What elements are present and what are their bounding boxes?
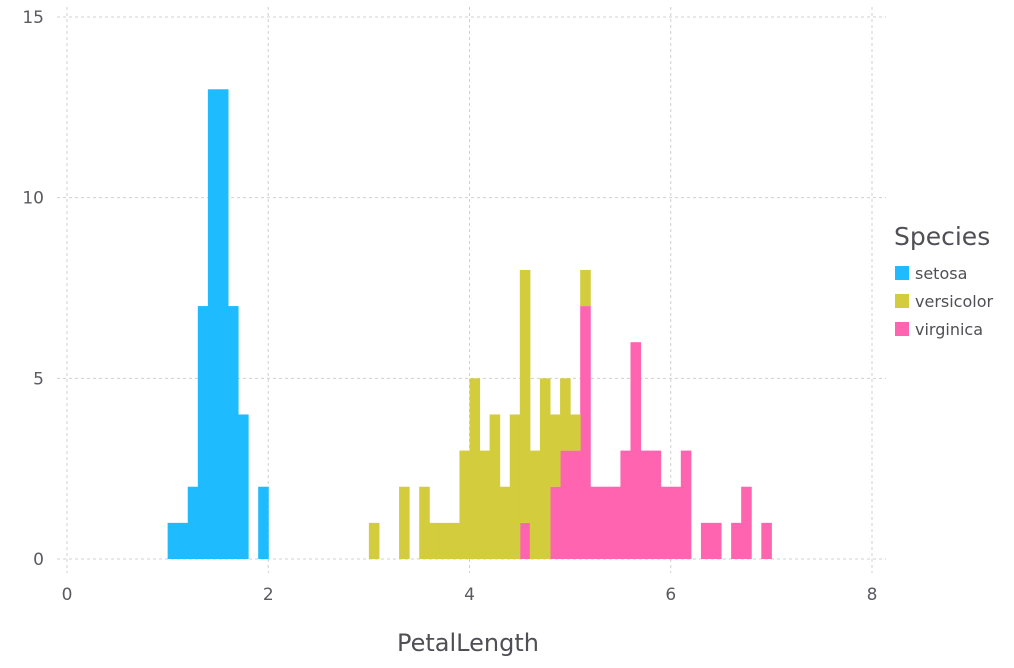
bar-versicolor <box>499 486 511 559</box>
bar-setosa <box>197 306 209 559</box>
legend-label-versicolor: versicolor <box>915 292 993 311</box>
bar-virginica <box>650 450 662 559</box>
bar-virginica <box>570 450 581 559</box>
bars <box>167 89 772 560</box>
y-tick-label: 5 <box>33 369 44 389</box>
legend-label-virginica: virginica <box>915 320 983 339</box>
bar-versicolor <box>449 522 460 559</box>
bar-virginica <box>660 486 672 559</box>
legend-swatch-setosa <box>895 266 909 280</box>
bar-versicolor <box>439 522 450 559</box>
bar-virginica <box>670 486 682 559</box>
bar-setosa <box>167 522 179 559</box>
bar-setosa <box>238 414 249 559</box>
bar-versicolor <box>469 378 481 559</box>
bar-virginica <box>680 450 692 559</box>
y-tick-label: 10 <box>22 189 44 209</box>
legend-swatch-versicolor <box>895 294 909 308</box>
bar-setosa <box>177 522 189 559</box>
x-tick-label: 6 <box>665 585 676 605</box>
bar-setosa <box>187 486 199 559</box>
bar-versicolor <box>489 414 501 559</box>
bar-virginica <box>590 486 601 559</box>
bar-versicolor <box>459 450 470 559</box>
bar-virginica <box>731 522 742 559</box>
bar-virginica <box>519 522 531 559</box>
bar-versicolor <box>550 414 561 487</box>
bar-setosa <box>207 89 219 560</box>
bar-virginica <box>610 486 621 559</box>
bar-versicolor <box>580 269 591 307</box>
bar-virginica <box>711 522 722 559</box>
legend-title: Species <box>894 222 990 251</box>
x-tick-label: 0 <box>62 585 73 605</box>
bar-setosa <box>217 89 229 560</box>
bar-versicolor <box>368 522 380 559</box>
bar-versicolor <box>429 522 440 559</box>
y-tick-label: 0 <box>33 550 44 570</box>
x-axis-label: PetalLength <box>397 629 539 657</box>
bar-virginica <box>600 486 611 559</box>
bar-versicolor <box>399 486 410 559</box>
x-tick-label: 4 <box>464 585 475 605</box>
legend-swatch-virginica <box>895 322 909 336</box>
bar-virginica <box>630 342 642 559</box>
bar-virginica <box>700 522 712 559</box>
x-tick-label: 2 <box>263 585 274 605</box>
bar-versicolor <box>539 378 551 559</box>
bar-virginica <box>620 450 631 559</box>
y-tick-label: 15 <box>22 8 44 28</box>
bar-versicolor <box>519 269 531 523</box>
tick-labels: 0 2 4 6 8 0 5 10 15 <box>22 8 877 605</box>
bar-versicolor <box>479 450 491 559</box>
bar-versicolor <box>509 414 521 559</box>
bar-versicolor <box>560 378 571 451</box>
bar-virginica <box>560 450 571 559</box>
legend-label-setosa: setosa <box>915 264 967 283</box>
bar-virginica <box>741 486 752 559</box>
bar-virginica <box>761 522 772 559</box>
bar-versicolor <box>529 450 541 559</box>
legend-items: setosa versicolor virginica <box>895 264 993 339</box>
bar-virginica <box>640 450 652 559</box>
x-tick-label: 8 <box>867 585 878 605</box>
bar-versicolor <box>570 414 581 451</box>
bar-setosa <box>228 306 239 559</box>
bar-virginica <box>580 306 591 559</box>
bar-virginica <box>550 486 561 559</box>
bar-versicolor <box>419 486 430 559</box>
bar-setosa <box>258 486 269 559</box>
legend: Species setosa versicolor virginica <box>894 222 993 339</box>
